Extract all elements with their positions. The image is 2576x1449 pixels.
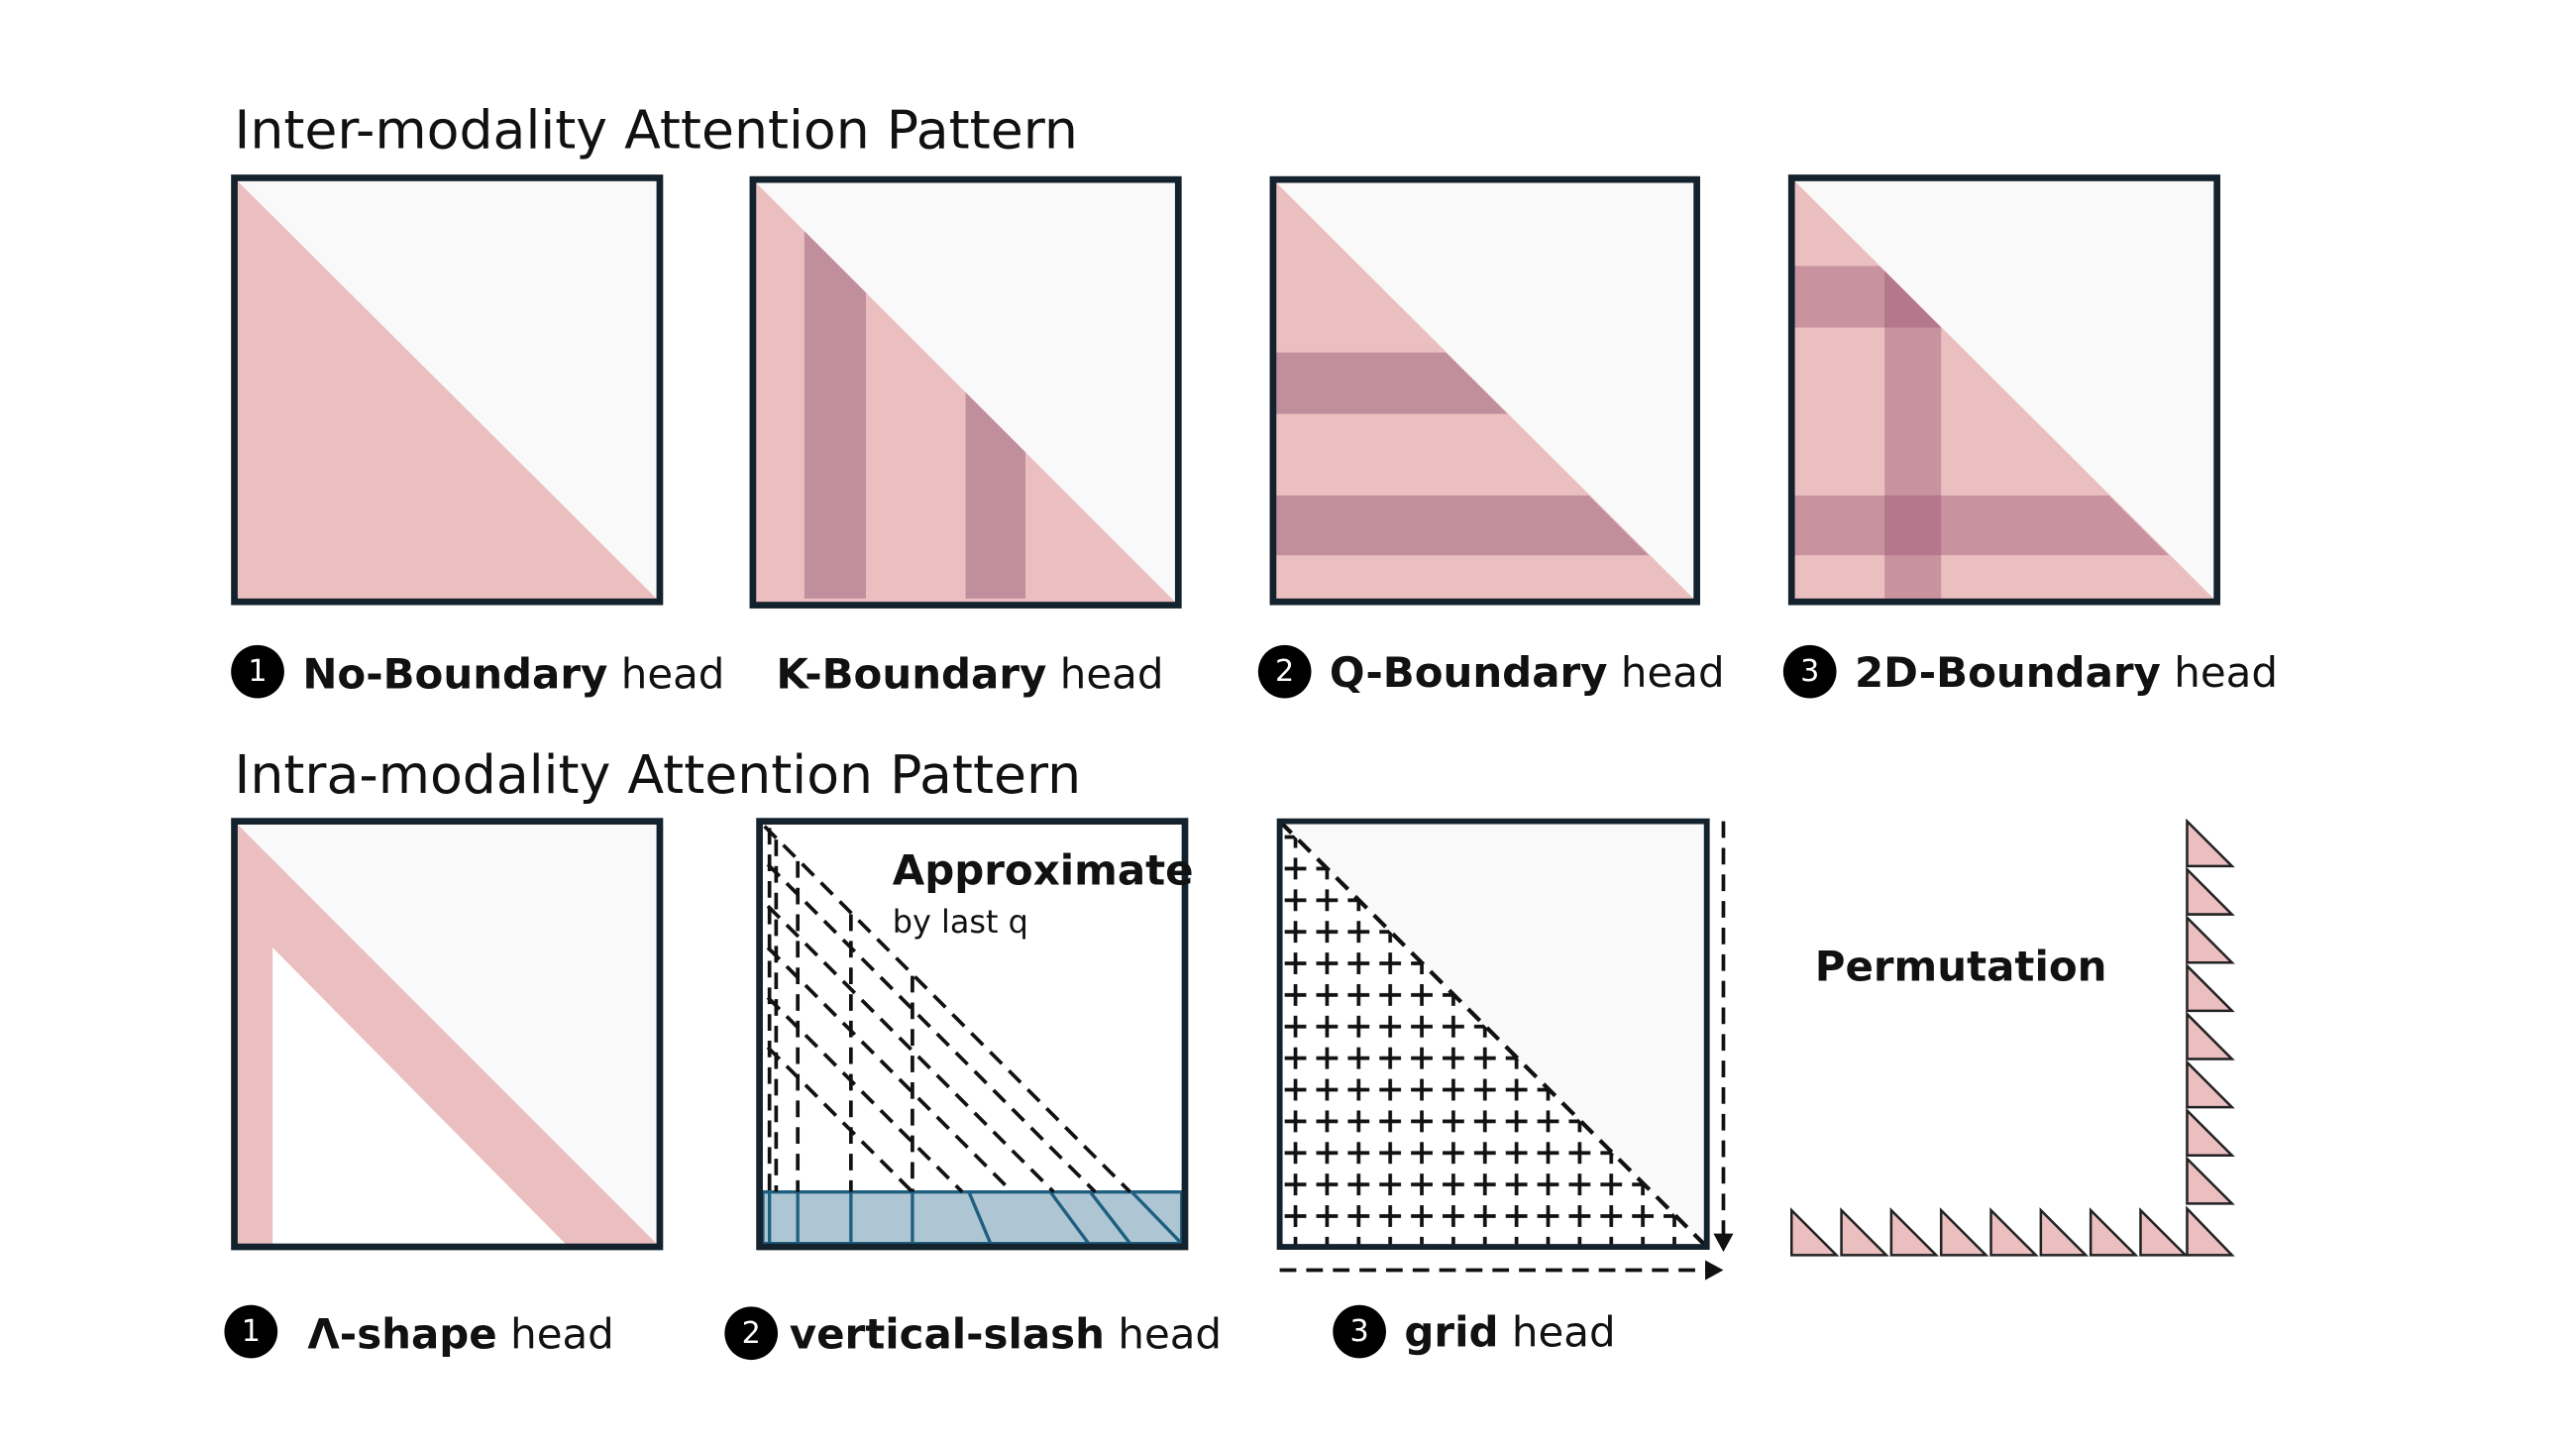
permutation-label: Permutation [1815,943,2107,991]
head-name: 2D-Boundary [1855,648,2161,697]
head-label: K-Boundary head [776,649,1163,698]
permutation: Permutation [1789,818,2235,1257]
no-boundary-matrix [231,174,664,606]
badge: 3 [1350,1314,1369,1349]
approximate-label: Approximate [893,845,1194,894]
head-label: 2 Q-Boundary head [1257,644,1725,699]
approximate-sublabel: by last q [893,903,1028,941]
head-name: No-Boundary [302,649,607,698]
head-suffix: head [1060,649,1164,698]
badge: 2 [1275,654,1294,689]
badge: 1 [242,1314,261,1349]
vertical-slash-matrix: Approximate by last q [756,818,1194,1251]
2d-boundary-matrix [1787,174,2221,606]
head-name: Q-Boundary [1330,648,1608,697]
grid-matrix [1276,818,1734,1281]
badge: 1 [248,654,267,689]
section-title: Inter-modality Attention Pattern [235,98,1078,161]
head-suffix: head [1118,1309,1222,1358]
head-suffix: head [621,649,725,698]
head-suffix: head [1621,648,1725,697]
badge: 3 [1800,654,1819,689]
head-suffix: head [510,1309,614,1358]
head-name: grid [1404,1308,1498,1357]
k-boundary-matrix [749,175,1182,609]
head-label: 3 grid head [1333,1304,1616,1359]
section-title: Intra-modality Attention Pattern [235,743,1082,806]
head-label: 1 No-Boundary head [231,644,724,699]
head-label: 3 2D-Boundary head [1782,644,2278,699]
head-suffix: head [1512,1308,1616,1357]
head-name: Λ-shape [307,1309,496,1358]
lambda-matrix [231,818,664,1251]
head-suffix: head [2174,648,2278,697]
head-name: vertical-slash [790,1309,1105,1358]
q-boundary-matrix [1269,175,1700,606]
head-label: 2 vertical-slash head [724,1306,1222,1361]
head-name: K-Boundary [776,649,1046,698]
badge: 2 [742,1316,761,1351]
head-label: 1 Λ-shape head [224,1304,614,1359]
